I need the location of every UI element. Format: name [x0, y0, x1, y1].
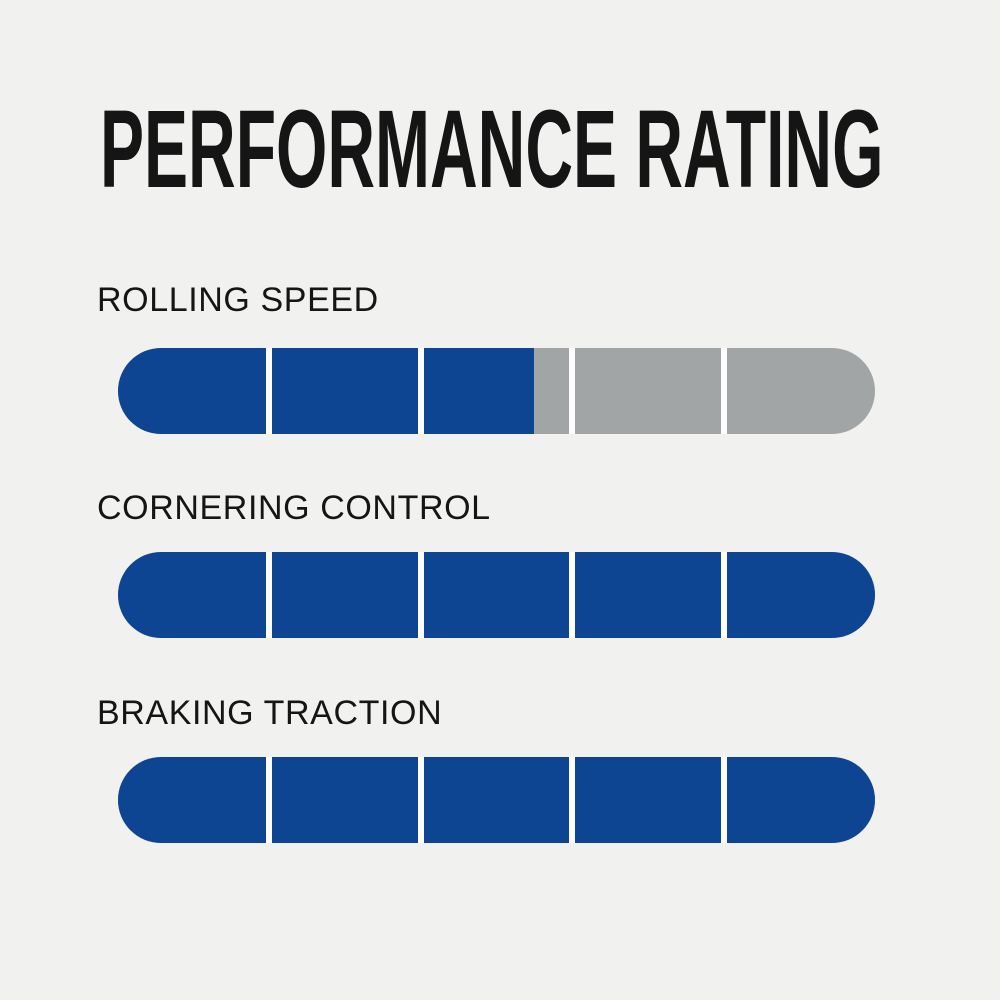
- rating-label-rolling-speed: ROLLING SPEED: [97, 281, 379, 319]
- segment-separator: [569, 757, 576, 843]
- segment-separator: [720, 348, 727, 434]
- segment-separator: [266, 757, 273, 843]
- rating-label-braking-traction: BRAKING TRACTION: [97, 694, 443, 732]
- rating-bar-braking-traction: [118, 757, 875, 843]
- rating-label-cornering-control: CORNERING CONTROL: [97, 489, 491, 527]
- segment-separator: [720, 757, 727, 843]
- segment-separator: [569, 552, 576, 638]
- segment-separator: [569, 348, 576, 434]
- segment-separator: [266, 552, 273, 638]
- rating-bar-fill: [118, 757, 875, 843]
- segment-separator: [417, 348, 424, 434]
- rating-bar-rolling-speed: [118, 348, 875, 434]
- rating-bar-fill: [118, 552, 875, 638]
- segment-separator: [417, 552, 424, 638]
- page-title: PERFORMANCE RATING: [100, 88, 884, 211]
- segment-separator: [417, 757, 424, 843]
- rating-bar-cornering-control: [118, 552, 875, 638]
- rating-bar-fill: [118, 348, 535, 434]
- segment-separator: [720, 552, 727, 638]
- segment-separator: [266, 348, 273, 434]
